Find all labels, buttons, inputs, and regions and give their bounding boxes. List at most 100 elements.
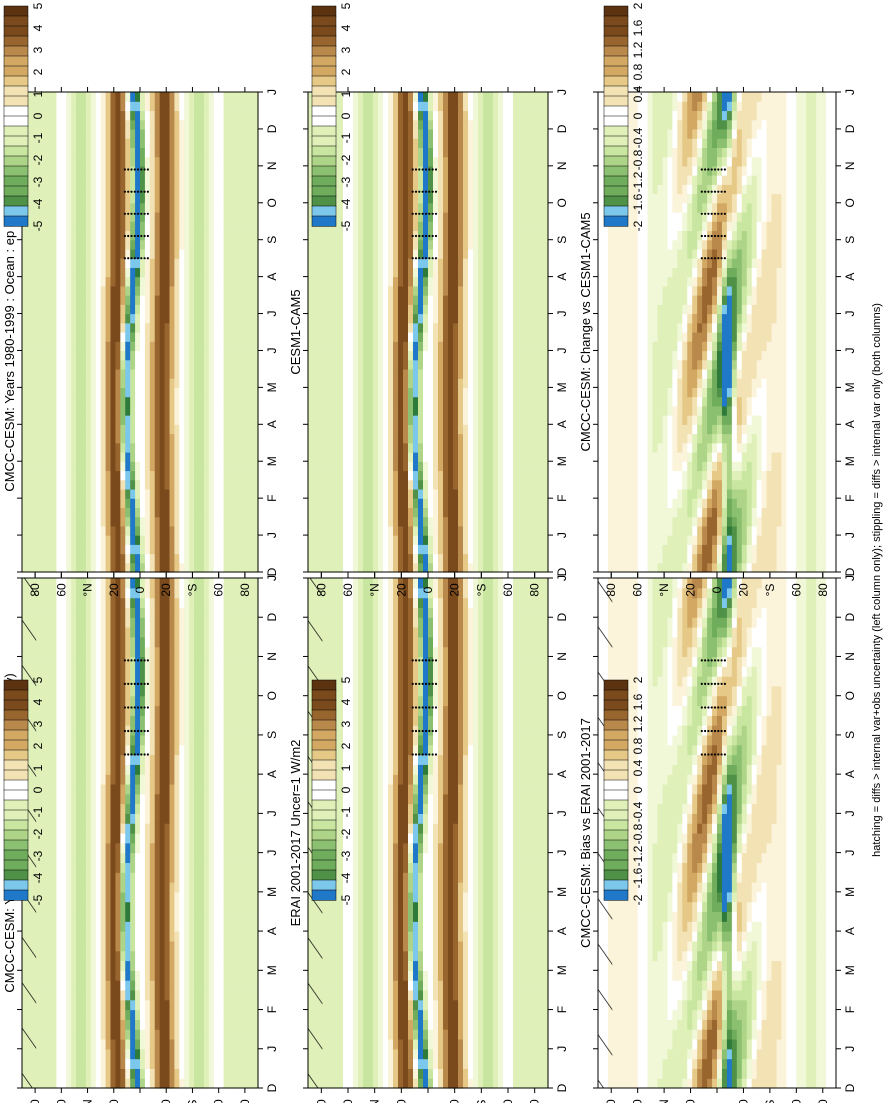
heatmap-cell: [179, 578, 185, 589]
heatmap-cell: [233, 470, 239, 481]
heatmap-cell: [81, 322, 87, 333]
heatmap-cell: [223, 230, 230, 241]
colorbar-swatch: [3, 859, 29, 871]
heatmap-cell: [238, 304, 244, 315]
heatmap-cell: [184, 852, 190, 864]
heatmap-cell: [199, 405, 205, 416]
heatmap-cell: [41, 165, 48, 176]
heatmap-cell: [194, 754, 200, 765]
heatmap-cell: [203, 147, 210, 158]
heatmap-cell: [233, 396, 239, 407]
heatmap-cell: [100, 764, 107, 775]
heatmap-cell: [243, 488, 249, 499]
heatmap-cell: [90, 128, 97, 139]
heatmap-cell: [169, 783, 176, 795]
heatmap-cell: [243, 627, 249, 638]
heatmap-cell: [184, 405, 190, 416]
heatmap-cell: [51, 295, 58, 305]
heatmap-cell: [76, 535, 82, 545]
heatmap-cell: [223, 156, 230, 167]
colorbar-label: -3: [31, 850, 45, 861]
heatmap-cell: [179, 636, 185, 648]
heatmap-cell: [41, 1048, 48, 1060]
heatmap-cell: [228, 110, 235, 121]
heatmap-cell: [203, 695, 210, 707]
heatmap-cell: [90, 656, 97, 667]
heatmap-cell: [66, 617, 72, 628]
heatmap-cell: [51, 685, 58, 697]
heatmap-cell: [208, 842, 215, 854]
heatmap-cell: [105, 507, 112, 518]
heatmap-cell: [228, 970, 235, 981]
heatmap-cell: [223, 1068, 230, 1079]
heatmap-cell: [243, 1009, 249, 1020]
heatmap-cell: [125, 891, 131, 903]
heatmap-cell: [105, 276, 112, 287]
heatmap-cell: [95, 295, 102, 305]
heatmap-cell: [76, 230, 82, 241]
heatmap-cell: [81, 891, 87, 903]
heatmap-cell: [144, 433, 151, 444]
heatmap-cell: [169, 202, 176, 213]
heatmap-cell: [115, 387, 121, 398]
heatmap-cell: [100, 636, 107, 648]
heatmap-cell: [144, 842, 151, 854]
heatmap-cell: [56, 239, 62, 250]
heatmap-cell: [213, 341, 220, 352]
heatmap-cell: [189, 396, 195, 407]
heatmap-cell: [179, 823, 185, 834]
heatmap-cell: [85, 562, 92, 573]
heatmap-cell: [56, 960, 62, 971]
heatmap-cell: [169, 193, 176, 204]
heatmap-cell: [194, 980, 200, 991]
heatmap-cell: [76, 715, 82, 726]
heatmap-cell: [61, 695, 67, 707]
heatmap-cell: [135, 341, 141, 352]
heatmap-cell: [100, 248, 107, 259]
heatmap-cell: [120, 1029, 126, 1040]
heatmap-cell: [66, 101, 72, 112]
heatmap-cell: [140, 507, 146, 518]
heatmap-cell: [228, 101, 235, 112]
heatmap-cell: [56, 415, 62, 425]
heatmap-cell: [164, 931, 171, 942]
heatmap-cell: [243, 562, 249, 573]
heatmap-cell: [194, 525, 200, 536]
heatmap-cell: [140, 424, 146, 435]
heatmap-cell: [218, 128, 225, 139]
heatmap-cell: [61, 433, 67, 444]
heatmap-cell: [213, 666, 220, 677]
heatmap-cell: [203, 862, 210, 873]
heatmap-cell: [159, 479, 166, 490]
heatmap-cell: [253, 1058, 259, 1069]
heatmap-cell: [120, 921, 126, 932]
heatmap-cell: [189, 1078, 195, 1089]
heatmap-cell: [208, 999, 215, 1011]
heatmap-cell: [238, 156, 244, 167]
heatmap-cell: [140, 715, 146, 726]
heatmap-cell: [135, 715, 141, 726]
heatmap-cell: [85, 313, 92, 324]
heatmap-cell: [125, 646, 131, 658]
heatmap-cell: [100, 950, 107, 962]
heatmap-cell: [233, 705, 239, 716]
heatmap-cell: [130, 715, 136, 726]
heatmap-cell: [189, 940, 195, 952]
heatmap-cell: [26, 461, 33, 472]
heatmap-cell: [51, 452, 58, 462]
heatmap-cell: [41, 1038, 48, 1050]
heatmap-cell: [120, 295, 126, 305]
heatmap-cell: [208, 803, 215, 814]
heatmap-cell: [85, 901, 92, 913]
heatmap-cell: [194, 774, 200, 785]
heatmap-cell: [95, 783, 102, 795]
stipple-dot: [146, 706, 149, 709]
heatmap-cell: [223, 378, 230, 388]
heatmap-cell: [238, 415, 244, 425]
heatmap-cell: [115, 617, 121, 628]
heatmap-cell: [194, 911, 200, 922]
heatmap-cell: [22, 415, 28, 425]
heatmap-cell: [189, 823, 195, 834]
heatmap-cell: [164, 368, 171, 379]
heatmap-cell: [159, 1058, 166, 1069]
